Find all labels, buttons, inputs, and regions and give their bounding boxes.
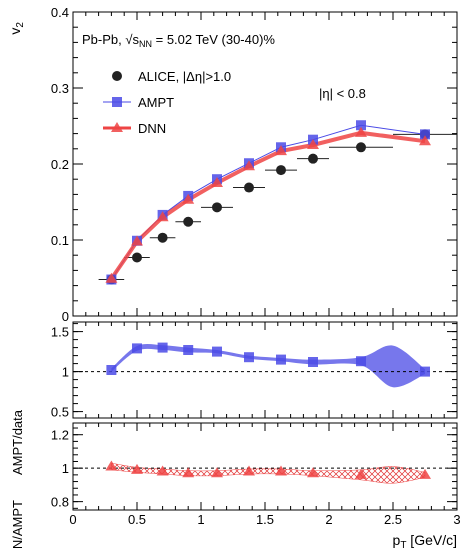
alice-point bbox=[132, 252, 142, 263]
y-tick-label: 0.5 bbox=[51, 405, 69, 420]
system-annotation-part: NN bbox=[139, 39, 152, 49]
system-annotation: Pb-Pb, √sNN = 5.02 TeV (30-40)% bbox=[82, 32, 275, 49]
y-tick-label: 0.3 bbox=[51, 81, 69, 96]
y-tick-label: 0.2 bbox=[51, 157, 69, 172]
plot-frame-top bbox=[72, 11, 458, 317]
dnn-ratio-point bbox=[156, 465, 169, 476]
y-tick-label: 1 bbox=[62, 461, 69, 476]
y-tick-label: 1.5 bbox=[51, 325, 69, 340]
ampt-point bbox=[420, 129, 430, 140]
dnn-ratio-point bbox=[211, 467, 223, 478]
dnn-point bbox=[307, 139, 319, 149]
ampt-ratio-band bbox=[111, 343, 426, 388]
ampt-ratio-point bbox=[183, 345, 194, 355]
dnn-point bbox=[211, 177, 223, 187]
ampt-ratio-point bbox=[276, 354, 286, 365]
dnn-ratio-point bbox=[419, 468, 431, 479]
ampt-ratio-point bbox=[212, 346, 222, 357]
dnn-ratio-point bbox=[243, 465, 255, 476]
x-tick-label: 0 bbox=[69, 512, 76, 527]
x-tick-label: 1.5 bbox=[256, 512, 274, 527]
alice-point bbox=[356, 142, 366, 153]
dnn-point bbox=[275, 145, 287, 156]
ampt-point bbox=[356, 120, 366, 131]
alice-point bbox=[276, 165, 286, 176]
dnn-point bbox=[156, 211, 169, 222]
x-tick-label: 2.5 bbox=[384, 512, 402, 527]
alice-point bbox=[183, 216, 194, 227]
ampt-ratio-point bbox=[308, 357, 318, 367]
dnn-point bbox=[243, 160, 255, 171]
eta-annotation: |η| < 0.8 bbox=[319, 86, 366, 101]
legend-label: DNN bbox=[138, 121, 166, 136]
y-axis-title-bottom: DNN/AMPT bbox=[10, 500, 25, 548]
dnn-point bbox=[355, 126, 367, 137]
system-annotation-part: s bbox=[133, 32, 140, 47]
system-annotation-part: Pb-Pb, bbox=[82, 32, 125, 47]
y-axis-title-subscript: 2 bbox=[15, 22, 26, 28]
alice-point bbox=[212, 202, 222, 213]
ampt-ratio-point bbox=[356, 356, 366, 367]
system-annotation-part: = 5.02 TeV (30-40)% bbox=[152, 32, 275, 47]
y-axis-title-middle: AMPT/data bbox=[10, 409, 25, 475]
dnn-band-line bbox=[109, 130, 426, 280]
x-axis-title-part: [GeV/c] bbox=[406, 532, 457, 548]
dnn-point bbox=[105, 272, 118, 283]
dnn-point bbox=[419, 135, 431, 146]
ampt-line bbox=[110, 124, 426, 280]
x-tick-label: 2 bbox=[325, 512, 332, 527]
dnn-ratio-point bbox=[182, 467, 195, 478]
x-axis-title: pT [GeV/c] bbox=[393, 532, 457, 548]
ampt-ratio-point bbox=[132, 343, 142, 354]
legend-marker bbox=[112, 71, 122, 81]
dnn-ratio-point bbox=[355, 468, 367, 479]
ampt-ratio-point bbox=[106, 365, 117, 375]
dnn-ratio-point bbox=[307, 467, 319, 478]
y-tick-label: 0.8 bbox=[51, 495, 69, 510]
ampt-ratio-point bbox=[420, 366, 430, 377]
y-axis-title-top: v2 bbox=[7, 22, 26, 35]
x-tick-label: 0.5 bbox=[128, 512, 146, 527]
ampt-ratio-point bbox=[157, 342, 168, 353]
x-axis-title-part: T bbox=[400, 540, 406, 548]
legend-marker bbox=[112, 97, 122, 107]
x-tick-label: 3 bbox=[453, 512, 460, 527]
alice-point bbox=[308, 153, 318, 164]
dnn-point bbox=[182, 193, 195, 204]
y-tick-label: 1 bbox=[62, 365, 69, 380]
dnn-ratio-point bbox=[131, 463, 143, 474]
y-tick-label: 0.4 bbox=[51, 5, 69, 20]
y-tick-label: 0 bbox=[62, 309, 69, 324]
alice-point bbox=[244, 182, 254, 193]
x-axis-title-part: p bbox=[393, 532, 401, 548]
y-tick-label: 1.2 bbox=[51, 428, 69, 443]
dnn-ratio-point bbox=[105, 460, 118, 471]
legend-label: AMPT bbox=[138, 95, 174, 110]
system-annotation-part: √ bbox=[125, 32, 133, 47]
legend-marker bbox=[111, 122, 123, 132]
legend-label: ALICE, |Δη|>1.0 bbox=[138, 69, 231, 84]
dnn-point bbox=[131, 235, 143, 246]
x-tick-label: 1 bbox=[197, 512, 204, 527]
y-tick-label: 0.1 bbox=[51, 233, 69, 248]
dnn-ratio-point bbox=[275, 465, 287, 476]
alice-point bbox=[157, 232, 168, 243]
ampt-ratio-point bbox=[244, 352, 254, 363]
